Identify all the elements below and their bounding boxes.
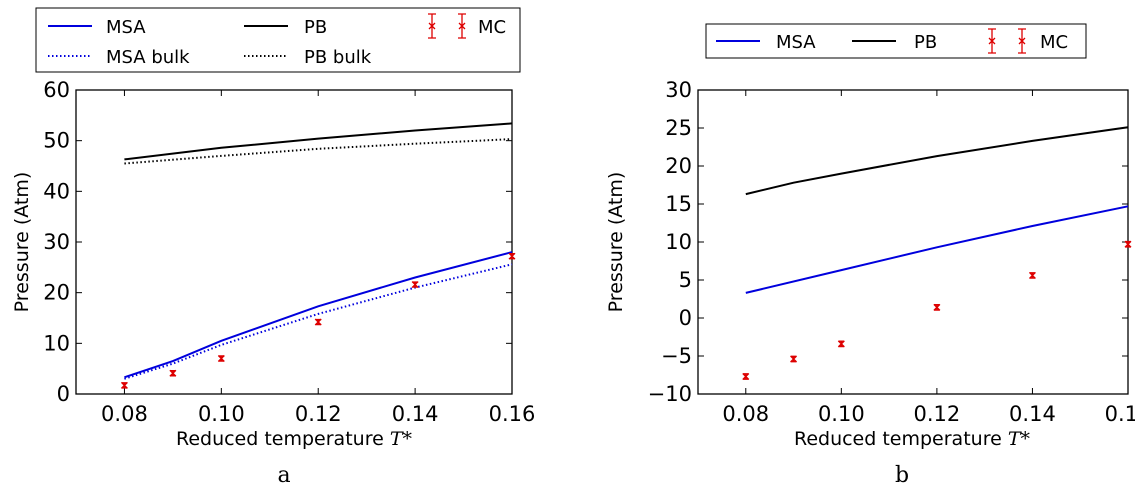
series-line-msa — [124, 251, 513, 379]
x-axis-title-a-symbol: T* — [390, 428, 413, 450]
mc-point — [411, 281, 419, 289]
mc-point — [120, 381, 128, 389]
y-tick-label: 50 — [43, 129, 70, 153]
mc-point — [169, 369, 177, 377]
legend-a: MSA MSA bulk PB PB bulk MC — [35, 7, 521, 73]
chart-panel-a: MSA MSA bulk PB PB bulk MC 0.08 0.10 0.12 0… — [11, 7, 535, 488]
x-axis-title-a-text: Reduced temperature — [176, 428, 384, 450]
panel-label-b: b — [895, 463, 909, 488]
tick-labels-b: 0.08 0.10 0.12 0.14 0.16 −10 −5 0 5 10 15 20 25 30 — [648, 78, 1135, 426]
x-tick-label: 0.12 — [295, 402, 342, 426]
y-tick-label: 60 — [43, 78, 70, 102]
x-tick-label: 0.08 — [101, 402, 148, 426]
legend-a-label-mc: MC — [478, 17, 506, 38]
y-axis-title-a: Pressure (Atm) — [11, 172, 33, 313]
x-tick-label: 0.14 — [1009, 402, 1056, 426]
y-tick-label: 15 — [665, 192, 692, 216]
x-tick-label: 0.12 — [914, 402, 961, 426]
series-b — [742, 126, 1132, 381]
mc-point — [742, 373, 750, 381]
mc-point — [837, 340, 845, 348]
mc-point — [508, 252, 516, 260]
series-a — [120, 122, 516, 389]
x-tick-label: 0.10 — [818, 402, 865, 426]
y-tick-label: 5 — [679, 268, 692, 292]
series-line-pb — [124, 122, 513, 161]
y-tick-label: 30 — [665, 78, 692, 102]
mc-point — [314, 318, 322, 326]
y-tick-label: −5 — [661, 344, 692, 368]
y-tick-label: 40 — [43, 179, 70, 203]
chart-panel-b: MSA PB MC 0.08 0.10 0.12 0.14 0.16 −10 −5 0 5 10 1… — [605, 23, 1135, 488]
x-tick-label: 0.14 — [392, 402, 439, 426]
y-tick-label: −10 — [648, 382, 692, 406]
series-line-pb-bulk — [124, 138, 513, 165]
mc-point — [1028, 271, 1036, 279]
panel-label-a: a — [277, 463, 290, 488]
mc-point — [217, 355, 225, 363]
legend-a-label-pb: PB — [304, 17, 327, 38]
x-axis-title-b-text: Reduced temperature — [794, 428, 1002, 450]
y-tick-label: 0 — [57, 382, 70, 406]
x-tick-label: 0.08 — [722, 402, 769, 426]
series-line-pb — [745, 126, 1129, 196]
x-axis-title-b-symbol: T* — [1008, 428, 1031, 450]
legend-a-label-msa: MSA — [106, 17, 146, 38]
plot-area-a — [75, 89, 513, 395]
mc-point — [790, 355, 798, 363]
y-tick-label: 30 — [43, 230, 70, 254]
mc-point — [933, 303, 941, 311]
x-tick-label: 0.16 — [489, 402, 536, 426]
legend-b-label-mc: MC — [1040, 32, 1068, 53]
series-line-msa-bulk — [124, 263, 513, 380]
y-tick-label: 10 — [665, 230, 692, 254]
legend-b-label-msa: MSA — [776, 32, 816, 53]
legend-a-frame — [35, 7, 521, 73]
x-tick-label: 0.16 — [1105, 402, 1135, 426]
legend-a-swatch-mc — [428, 13, 466, 39]
y-tick-label: 0 — [679, 306, 692, 330]
tick-marks-a — [76, 89, 513, 395]
legend-b-label-pb: PB — [914, 32, 937, 53]
tick-labels-a: 0.08 0.10 0.12 0.14 0.16 0 10 20 30 40 50 60 — [43, 78, 535, 426]
series-line-msa — [745, 205, 1129, 294]
y-tick-label: 25 — [665, 116, 692, 140]
x-tick-label: 0.10 — [198, 402, 245, 426]
legend-b: MSA PB MC — [705, 23, 1087, 59]
legend-a-label-msa-bulk: MSA bulk — [106, 47, 190, 68]
y-tick-label: 20 — [43, 281, 70, 305]
legend-b-swatch-mc — [988, 28, 1026, 54]
mc-point — [1124, 240, 1132, 248]
y-tick-label: 20 — [665, 154, 692, 178]
x-axis-title-b: Reduced temperature T* — [794, 428, 1031, 450]
y-tick-label: 10 — [43, 331, 70, 355]
y-axis-title-b: Pressure (Atm) — [605, 172, 627, 313]
legend-a-label-pb-bulk: PB bulk — [304, 47, 372, 68]
x-axis-title-a: Reduced temperature T* — [176, 428, 413, 450]
